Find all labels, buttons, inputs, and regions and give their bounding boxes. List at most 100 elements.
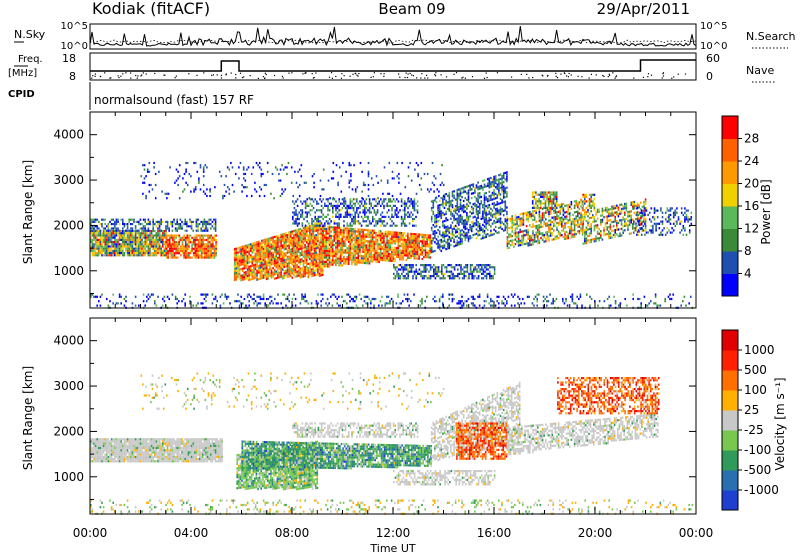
power-cell — [485, 235, 487, 239]
power-cell — [405, 254, 408, 257]
power-cell — [370, 253, 372, 256]
power-cell — [397, 268, 400, 271]
power-cell — [561, 207, 563, 210]
power-cell — [294, 247, 297, 250]
power-cell — [440, 210, 443, 213]
power-cell — [251, 264, 254, 267]
power-cell — [248, 276, 250, 279]
power-cell — [317, 264, 319, 267]
power-cell — [304, 202, 307, 205]
power-cell — [346, 251, 348, 254]
power-cell — [112, 249, 114, 252]
power-cell — [297, 257, 300, 260]
power-cell — [174, 229, 177, 232]
power-cell — [305, 245, 308, 248]
power-cell — [317, 273, 319, 276]
power-cell — [379, 245, 382, 248]
power-cell — [397, 231, 400, 234]
power-cell — [332, 211, 334, 214]
power-cell — [405, 245, 408, 248]
power-cell — [288, 249, 290, 252]
power-cell — [481, 272, 483, 275]
power-cell — [352, 247, 355, 250]
power-cell — [478, 207, 481, 210]
power-cell — [486, 222, 489, 225]
power-cell — [210, 243, 213, 246]
power-cell — [299, 260, 302, 264]
power-cell — [162, 220, 164, 223]
power-cell — [364, 207, 366, 210]
power-cell — [213, 238, 216, 242]
power-cell — [404, 277, 406, 280]
power-cell — [315, 262, 318, 265]
power-cell — [245, 260, 247, 263]
power-cell — [265, 266, 268, 270]
power-cell — [451, 206, 454, 209]
power-cell — [482, 272, 485, 275]
power-cell — [254, 265, 257, 269]
power-cell — [554, 215, 557, 219]
power-cell — [449, 264, 451, 267]
power-cell — [267, 248, 270, 251]
power-cell — [533, 225, 536, 228]
power-cell — [554, 211, 557, 214]
power-cell — [283, 270, 286, 273]
power-cell — [275, 235, 278, 238]
power-cell — [426, 245, 428, 248]
power-cell — [160, 238, 162, 241]
power-cell — [318, 259, 321, 262]
power-cell — [494, 177, 497, 180]
power-data — [90, 161, 694, 309]
power-cell — [538, 232, 541, 236]
power-cell — [197, 241, 200, 244]
power-cell — [293, 238, 295, 241]
power-cell — [123, 245, 126, 248]
power-cell — [433, 264, 435, 267]
power-cell — [109, 249, 111, 252]
power-cell — [367, 244, 369, 247]
power-cell — [485, 224, 487, 228]
power-cell — [168, 241, 171, 244]
power-cell — [210, 254, 213, 257]
power-cell — [235, 276, 238, 279]
power-cell — [331, 246, 334, 249]
power-cell — [453, 214, 455, 217]
power-cell — [403, 241, 406, 244]
power-cell — [392, 259, 395, 263]
power-cell — [117, 227, 119, 230]
nave-dot — [241, 76, 244, 79]
power-cell — [389, 231, 392, 234]
power-cell — [343, 224, 345, 227]
power-cell — [208, 247, 211, 250]
power-cell — [147, 220, 150, 223]
power-cell — [434, 216, 436, 220]
power-cell — [138, 254, 140, 257]
power-cell — [90, 227, 92, 230]
nave-dot — [427, 77, 429, 79]
power-cell — [126, 230, 129, 233]
power-cell — [375, 234, 377, 237]
power-cell — [346, 238, 348, 241]
power-cell — [320, 241, 322, 244]
power-cell — [293, 222, 296, 225]
power-cell — [458, 236, 460, 239]
power-cell — [305, 272, 308, 275]
power-cell — [120, 232, 122, 235]
power-cell — [189, 238, 192, 242]
power-cell — [407, 232, 409, 235]
power-cell — [245, 253, 247, 256]
power-cell — [387, 250, 390, 253]
power-cell — [346, 213, 348, 216]
power-cell — [498, 189, 500, 192]
power-cell — [277, 234, 279, 237]
power-cell — [170, 223, 172, 226]
power-cell — [387, 246, 390, 249]
power-cell — [347, 262, 350, 265]
power-cell — [306, 220, 308, 223]
power-cell — [235, 263, 238, 266]
power-cell — [204, 249, 206, 253]
nave-dot — [349, 75, 351, 77]
power-cell — [291, 239, 294, 242]
power-cell — [416, 257, 419, 260]
power-cell — [187, 225, 190, 228]
